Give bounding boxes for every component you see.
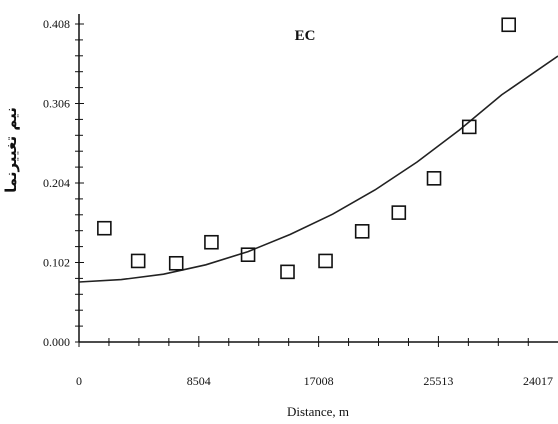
data-point-marker xyxy=(391,205,407,220)
x-tick-label: 25513 xyxy=(423,374,453,388)
y-tick-label: 0.204 xyxy=(43,176,70,190)
chart-title: EC xyxy=(295,28,316,44)
data-point-marker xyxy=(240,247,256,263)
y-tick-label: 0.000 xyxy=(43,335,70,349)
y-ticks: 0.000 0.102 0.204 0.306 0.408 xyxy=(43,17,84,349)
x-tick-label: 8504 xyxy=(187,374,211,388)
x-tick-label: 0 xyxy=(76,374,82,388)
data-point-marker xyxy=(426,171,442,186)
data-point-marker xyxy=(354,224,370,239)
x-ticks: 0 8504 17008 25513 24017 xyxy=(76,336,553,388)
data-point-marker xyxy=(168,255,184,271)
fit-curve xyxy=(78,55,558,283)
x-axis-title: Distance, m xyxy=(287,404,349,419)
y-tick-label: 0.306 xyxy=(43,97,70,111)
y-tick-label: 0.408 xyxy=(43,17,70,31)
data-point-marker xyxy=(280,264,295,280)
x-tick-label: 17008 xyxy=(304,374,334,388)
data-point-marker xyxy=(204,234,219,250)
y-axis-title: نیم تغییرنما xyxy=(2,107,20,193)
plot-area: 0.000 0.102 0.204 0.306 0.408 0 8504 17008 2551… xyxy=(43,14,558,388)
data-point-marker xyxy=(97,220,112,236)
data-point-marker xyxy=(501,17,516,33)
data-point-marker xyxy=(461,119,477,135)
data-point-marker xyxy=(130,253,146,269)
y-tick-label: 0.102 xyxy=(43,256,70,270)
data-point-marker xyxy=(318,253,333,269)
x-tick-label: 24017 xyxy=(523,374,553,388)
data-points xyxy=(97,17,516,280)
